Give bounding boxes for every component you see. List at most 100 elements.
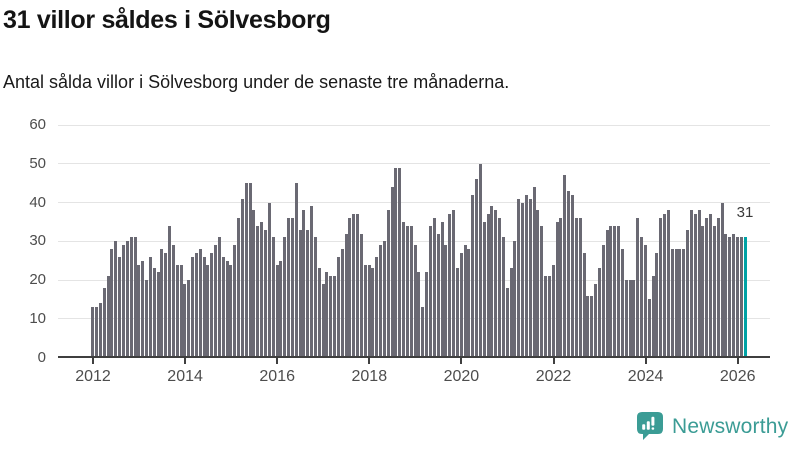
bar — [617, 225, 621, 358]
bar — [574, 218, 578, 358]
bar — [501, 237, 505, 358]
gridline — [58, 202, 770, 203]
bar — [390, 187, 394, 358]
bar — [705, 218, 709, 358]
bar — [551, 264, 555, 358]
bar — [386, 210, 390, 358]
bar — [382, 241, 386, 358]
bar — [467, 249, 471, 358]
bar — [636, 218, 640, 358]
bar — [647, 299, 651, 358]
bar — [463, 245, 467, 358]
bar — [494, 210, 498, 358]
bar — [670, 249, 674, 358]
bar — [290, 218, 294, 358]
bar — [567, 190, 571, 358]
bar — [689, 210, 693, 358]
bar — [275, 264, 279, 358]
bar — [329, 276, 333, 358]
bar — [102, 287, 106, 358]
bar — [306, 229, 310, 358]
bar — [348, 218, 352, 358]
bar — [233, 245, 237, 358]
bar — [448, 214, 452, 358]
bar — [413, 245, 417, 358]
y-axis-label: 60 — [29, 116, 46, 133]
bar — [655, 252, 659, 358]
bar — [624, 280, 628, 358]
bar — [298, 229, 302, 358]
bar — [256, 225, 260, 358]
x-axis-tick — [644, 358, 647, 364]
bar — [555, 221, 559, 358]
bar — [509, 268, 513, 358]
x-axis-label: 2014 — [167, 368, 203, 385]
bar — [114, 241, 118, 358]
y-axis-label: 40 — [29, 193, 46, 211]
bar — [536, 210, 540, 358]
bar — [739, 237, 743, 358]
bar — [183, 283, 187, 358]
bar — [344, 233, 348, 358]
bar — [429, 225, 432, 358]
bar — [363, 264, 367, 358]
bar — [521, 202, 525, 358]
bar — [394, 167, 398, 358]
bar — [106, 276, 110, 358]
y-axis-label: 10 — [29, 309, 46, 327]
bar — [379, 245, 383, 358]
bar — [198, 249, 202, 358]
y-axis-label: 30 — [29, 232, 46, 250]
bar — [597, 268, 601, 358]
bar — [425, 272, 429, 358]
bar — [605, 229, 609, 358]
gridline — [58, 163, 770, 165]
bar — [594, 283, 597, 358]
bar — [632, 280, 636, 358]
bar — [678, 249, 682, 358]
bar — [432, 218, 436, 358]
bar — [452, 210, 456, 358]
bar — [478, 163, 482, 358]
bar — [175, 264, 179, 358]
x-axis-label: 2012 — [75, 368, 111, 385]
bar — [156, 272, 160, 358]
bar — [187, 280, 191, 358]
bar — [164, 252, 168, 358]
bar — [252, 210, 256, 358]
bar — [498, 218, 502, 358]
x-axis-label: 2020 — [443, 368, 480, 385]
bar — [313, 237, 317, 358]
bar — [317, 268, 321, 358]
bar — [720, 202, 724, 358]
bar — [110, 249, 114, 358]
y-axis-label: 20 — [29, 271, 46, 288]
logo-text: Newsworthy — [672, 415, 789, 438]
last-value-label: 31 — [736, 204, 754, 221]
bar — [563, 175, 567, 358]
bar — [601, 245, 605, 358]
bar — [145, 280, 149, 358]
bar — [271, 237, 275, 358]
bar — [666, 210, 670, 358]
bar — [206, 264, 210, 358]
bar — [444, 245, 448, 358]
bar — [125, 241, 129, 358]
bar — [118, 256, 122, 358]
x-axis-tick — [92, 358, 94, 364]
bar — [609, 225, 613, 358]
chart-subtitle: Antal sålda villor i Sölvesborg under de… — [3, 72, 510, 92]
bar — [578, 218, 582, 358]
bar — [371, 268, 375, 358]
bar — [152, 268, 156, 358]
x-axis-tick — [184, 358, 187, 364]
bar — [148, 256, 152, 358]
bar — [214, 245, 218, 358]
x-axis-label: 2024 — [627, 368, 664, 385]
bar — [283, 237, 287, 358]
bar — [697, 210, 701, 358]
bar — [356, 214, 360, 358]
bar — [240, 198, 244, 358]
bar — [701, 225, 705, 358]
bar — [532, 187, 536, 358]
